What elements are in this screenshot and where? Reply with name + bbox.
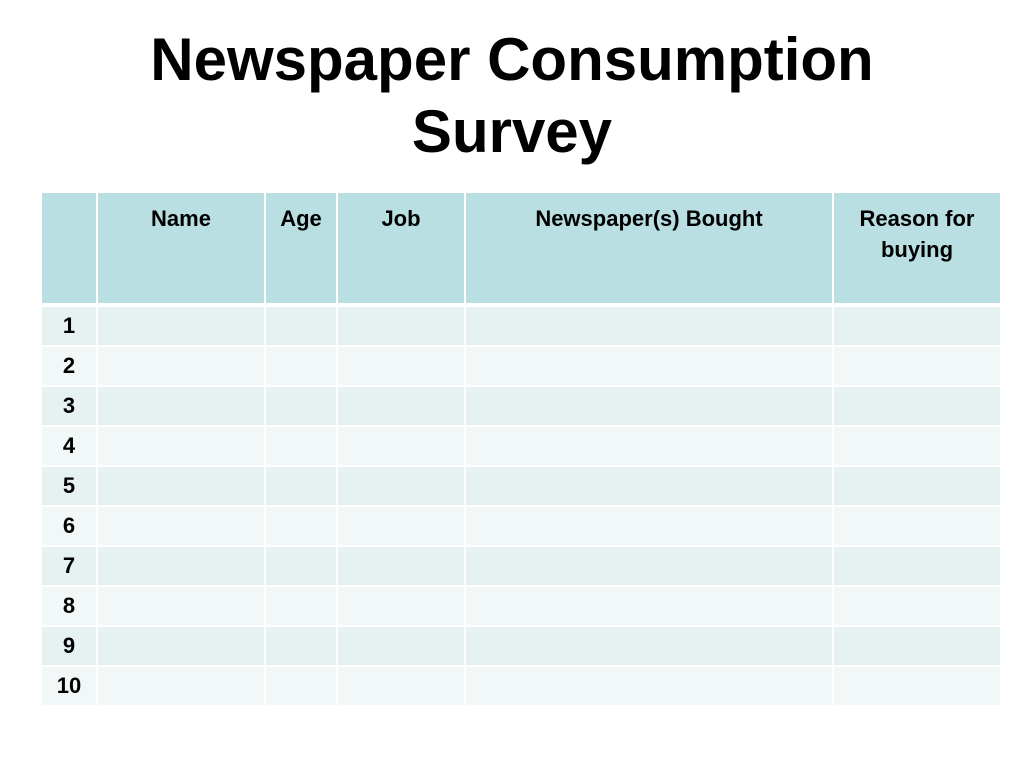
header-cell-name: Name bbox=[96, 191, 266, 306]
job-cell[interactable] bbox=[336, 665, 466, 707]
job-cell[interactable] bbox=[336, 345, 466, 387]
newspapers-bought-cell[interactable] bbox=[464, 625, 834, 667]
age-cell[interactable] bbox=[264, 505, 338, 547]
row-number-cell: 5 bbox=[40, 465, 98, 507]
reason-for-buying-cell[interactable] bbox=[832, 585, 1002, 627]
newspapers-bought-cell[interactable] bbox=[464, 505, 834, 547]
row-number-cell: 9 bbox=[40, 625, 98, 667]
name-cell[interactable] bbox=[96, 465, 266, 507]
name-cell[interactable] bbox=[96, 345, 266, 387]
newspapers-bought-cell[interactable] bbox=[464, 385, 834, 427]
row-number-cell: 1 bbox=[40, 304, 98, 347]
header-cell-row-number bbox=[40, 191, 98, 306]
row-number-cell: 4 bbox=[40, 425, 98, 467]
row-number-cell: 8 bbox=[40, 585, 98, 627]
newspapers-bought-cell[interactable] bbox=[464, 585, 834, 627]
header-cell-age: Age bbox=[264, 191, 338, 306]
job-cell[interactable] bbox=[336, 585, 466, 627]
newspapers-bought-cell[interactable] bbox=[464, 425, 834, 467]
header-cell-job: Job bbox=[336, 191, 466, 306]
age-cell[interactable] bbox=[264, 625, 338, 667]
table-row: 9 bbox=[40, 625, 1002, 667]
age-cell[interactable] bbox=[264, 545, 338, 587]
reason-for-buying-cell[interactable] bbox=[832, 665, 1002, 707]
row-number-cell: 7 bbox=[40, 545, 98, 587]
table-row: 6 bbox=[40, 505, 1002, 547]
reason-for-buying-cell[interactable] bbox=[832, 625, 1002, 667]
job-cell[interactable] bbox=[336, 385, 466, 427]
newspapers-bought-cell[interactable] bbox=[464, 665, 834, 707]
name-cell[interactable] bbox=[96, 505, 266, 547]
reason-for-buying-cell[interactable] bbox=[832, 385, 1002, 427]
reason-for-buying-cell[interactable] bbox=[832, 425, 1002, 467]
newspapers-bought-cell[interactable] bbox=[464, 345, 834, 387]
job-cell[interactable] bbox=[336, 505, 466, 547]
table-row: 3 bbox=[40, 385, 1002, 427]
name-cell[interactable] bbox=[96, 425, 266, 467]
job-cell[interactable] bbox=[336, 425, 466, 467]
age-cell[interactable] bbox=[264, 665, 338, 707]
age-cell[interactable] bbox=[264, 304, 338, 347]
name-cell[interactable] bbox=[96, 625, 266, 667]
reason-for-buying-cell[interactable] bbox=[832, 465, 1002, 507]
age-cell[interactable] bbox=[264, 585, 338, 627]
row-number-cell: 10 bbox=[40, 665, 98, 707]
job-cell[interactable] bbox=[336, 304, 466, 347]
reason-for-buying-cell[interactable] bbox=[832, 304, 1002, 347]
name-cell[interactable] bbox=[96, 545, 266, 587]
name-cell[interactable] bbox=[96, 385, 266, 427]
header-cell-newspapers-bought: Newspaper(s) Bought bbox=[464, 191, 834, 306]
table-body: 1 2 3 4 bbox=[40, 304, 1002, 707]
table-row: 10 bbox=[40, 665, 1002, 707]
job-cell[interactable] bbox=[336, 545, 466, 587]
table-row: 4 bbox=[40, 425, 1002, 467]
reason-for-buying-cell[interactable] bbox=[832, 505, 1002, 547]
table-row: 2 bbox=[40, 345, 1002, 387]
reason-for-buying-cell[interactable] bbox=[832, 345, 1002, 387]
age-cell[interactable] bbox=[264, 345, 338, 387]
header-cell-reason-for-buying: Reason for buying bbox=[832, 191, 1002, 306]
row-number-cell: 6 bbox=[40, 505, 98, 547]
table-row: 7 bbox=[40, 545, 1002, 587]
age-cell[interactable] bbox=[264, 425, 338, 467]
header-row: Name Age Job Newspaper(s) Bought Reason … bbox=[40, 191, 1002, 306]
age-cell[interactable] bbox=[264, 465, 338, 507]
name-cell[interactable] bbox=[96, 585, 266, 627]
reason-for-buying-cell[interactable] bbox=[832, 545, 1002, 587]
table-row: 5 bbox=[40, 465, 1002, 507]
age-cell[interactable] bbox=[264, 385, 338, 427]
row-number-cell: 2 bbox=[40, 345, 98, 387]
row-number-cell: 3 bbox=[40, 385, 98, 427]
survey-table: Name Age Job Newspaper(s) Bought Reason … bbox=[40, 191, 1002, 707]
name-cell[interactable] bbox=[96, 665, 266, 707]
name-cell[interactable] bbox=[96, 304, 266, 347]
newspapers-bought-cell[interactable] bbox=[464, 545, 834, 587]
newspapers-bought-cell[interactable] bbox=[464, 465, 834, 507]
job-cell[interactable] bbox=[336, 465, 466, 507]
slide-title: Newspaper Consumption Survey bbox=[150, 26, 874, 165]
job-cell[interactable] bbox=[336, 625, 466, 667]
table-row: 1 bbox=[40, 304, 1002, 347]
table-row: 8 bbox=[40, 585, 1002, 627]
newspapers-bought-cell[interactable] bbox=[464, 304, 834, 347]
table-header: Name Age Job Newspaper(s) Bought Reason … bbox=[40, 191, 1002, 306]
